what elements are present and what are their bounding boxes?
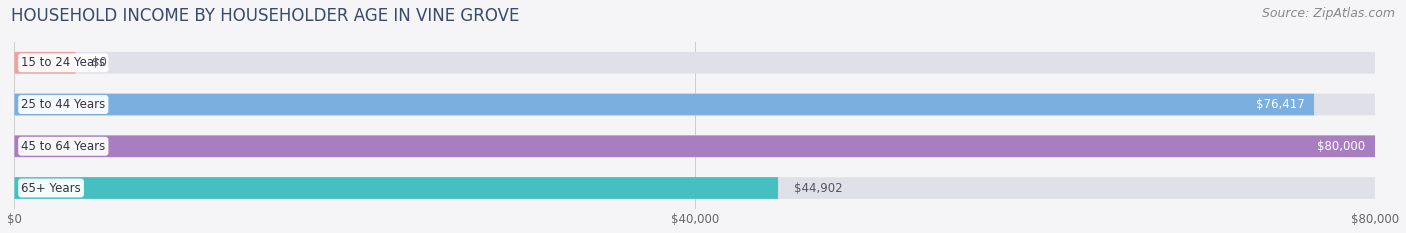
Text: Source: ZipAtlas.com: Source: ZipAtlas.com xyxy=(1261,7,1395,20)
FancyBboxPatch shape xyxy=(14,52,1375,74)
Text: 25 to 44 Years: 25 to 44 Years xyxy=(21,98,105,111)
FancyBboxPatch shape xyxy=(14,52,76,74)
Text: $44,902: $44,902 xyxy=(794,182,844,195)
Text: 45 to 64 Years: 45 to 64 Years xyxy=(21,140,105,153)
Text: $80,000: $80,000 xyxy=(1317,140,1365,153)
FancyBboxPatch shape xyxy=(14,177,1375,199)
FancyBboxPatch shape xyxy=(14,177,778,199)
FancyBboxPatch shape xyxy=(14,135,1375,157)
Text: $0: $0 xyxy=(91,56,107,69)
FancyBboxPatch shape xyxy=(14,94,1315,115)
Text: $76,417: $76,417 xyxy=(1256,98,1305,111)
FancyBboxPatch shape xyxy=(14,94,1375,115)
Text: 15 to 24 Years: 15 to 24 Years xyxy=(21,56,105,69)
FancyBboxPatch shape xyxy=(14,135,1375,157)
Text: HOUSEHOLD INCOME BY HOUSEHOLDER AGE IN VINE GROVE: HOUSEHOLD INCOME BY HOUSEHOLDER AGE IN V… xyxy=(11,7,520,25)
Text: 65+ Years: 65+ Years xyxy=(21,182,82,195)
